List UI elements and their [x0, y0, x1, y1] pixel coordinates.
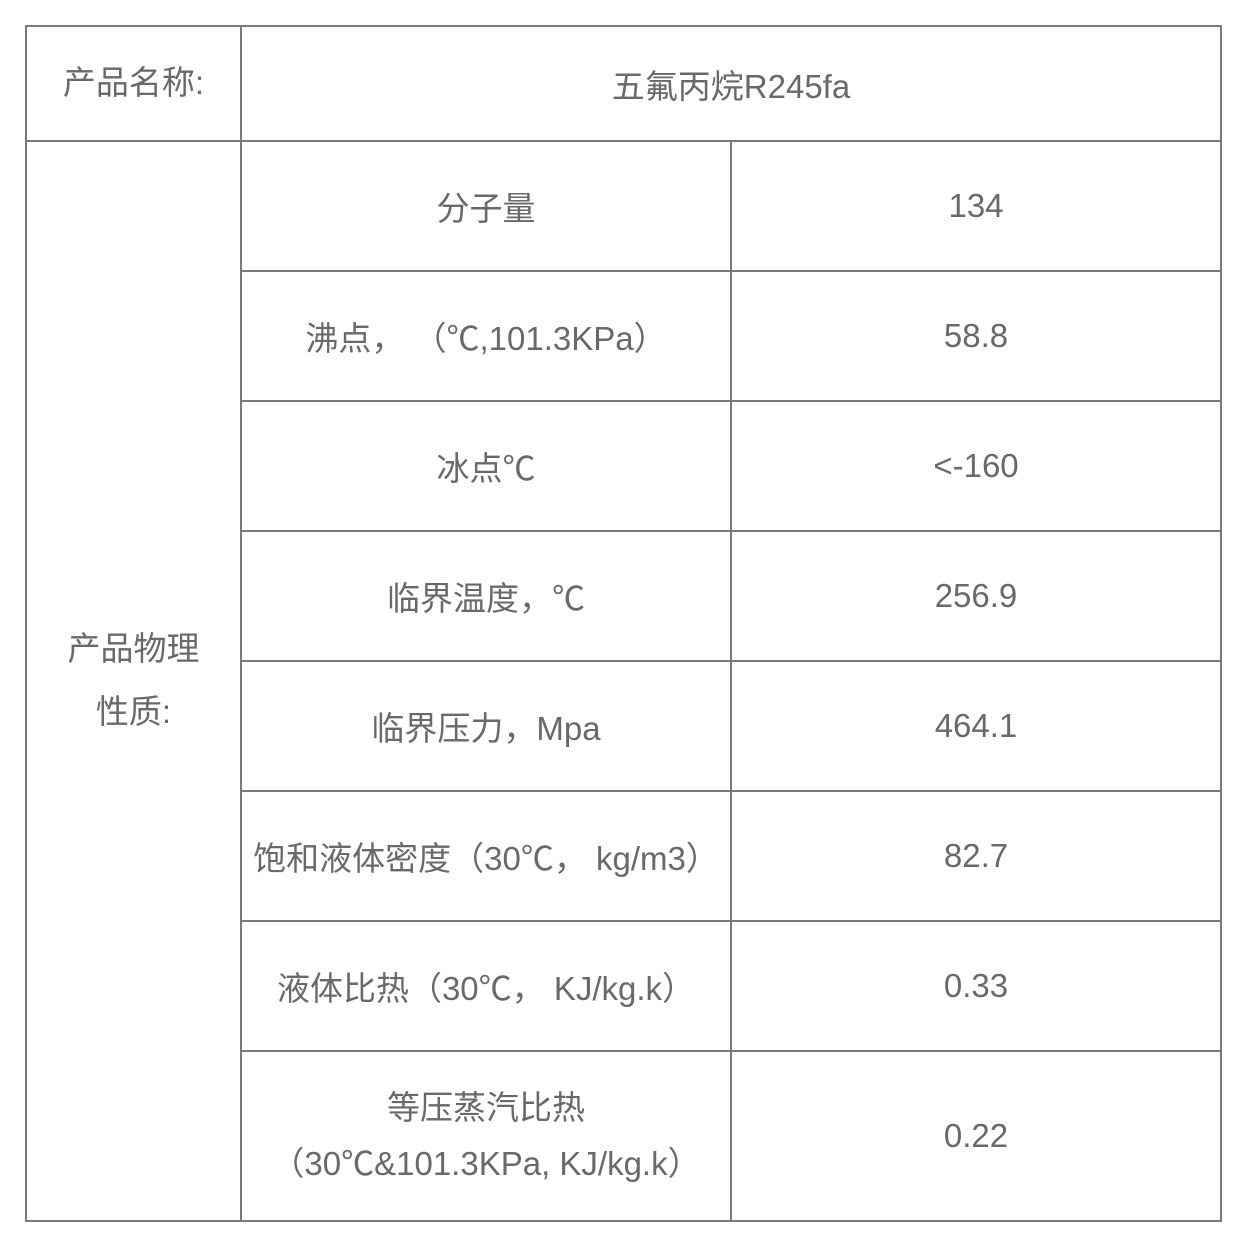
property-value: 58.8 [731, 271, 1221, 401]
property-label-line1: 等压蒸汽比热 [387, 1089, 585, 1126]
product-spec-table: 产品名称: 五氟丙烷R245fa 产品物理 性质: 分子量 134 沸点， （℃… [25, 25, 1222, 1222]
product-name-label: 产品名称: [26, 26, 241, 141]
property-label: 液体比热（30℃， KJ/kg.k） [241, 921, 731, 1051]
property-value: 134 [731, 141, 1221, 271]
section-label-line2: 性质: [96, 693, 171, 730]
property-label: 沸点， （℃,101.3KPa） [241, 271, 731, 401]
property-label: 分子量 [241, 141, 731, 271]
product-name-value: 五氟丙烷R245fa [241, 26, 1221, 141]
property-value: 82.7 [731, 791, 1221, 921]
header-row: 产品名称: 五氟丙烷R245fa [26, 26, 1221, 141]
section-label: 产品物理 性质: [26, 141, 241, 1221]
property-label: 等压蒸汽比热 （30℃&101.3KPa, KJ/kg.k） [241, 1051, 731, 1221]
property-label: 饱和液体密度（30℃， kg/m3） [241, 791, 731, 921]
property-label: 临界压力，Mpa [241, 661, 731, 791]
property-value: <-160 [731, 401, 1221, 531]
section-label-line1: 产品物理 [68, 630, 200, 667]
property-label: 冰点℃ [241, 401, 731, 531]
property-label-line2: （30℃&101.3KPa, KJ/kg.k） [271, 1145, 700, 1182]
property-value: 256.9 [731, 531, 1221, 661]
table-row: 产品物理 性质: 分子量 134 [26, 141, 1221, 271]
property-value: 0.22 [731, 1051, 1221, 1221]
property-value: 464.1 [731, 661, 1221, 791]
property-label: 临界温度，℃ [241, 531, 731, 661]
property-value: 0.33 [731, 921, 1221, 1051]
